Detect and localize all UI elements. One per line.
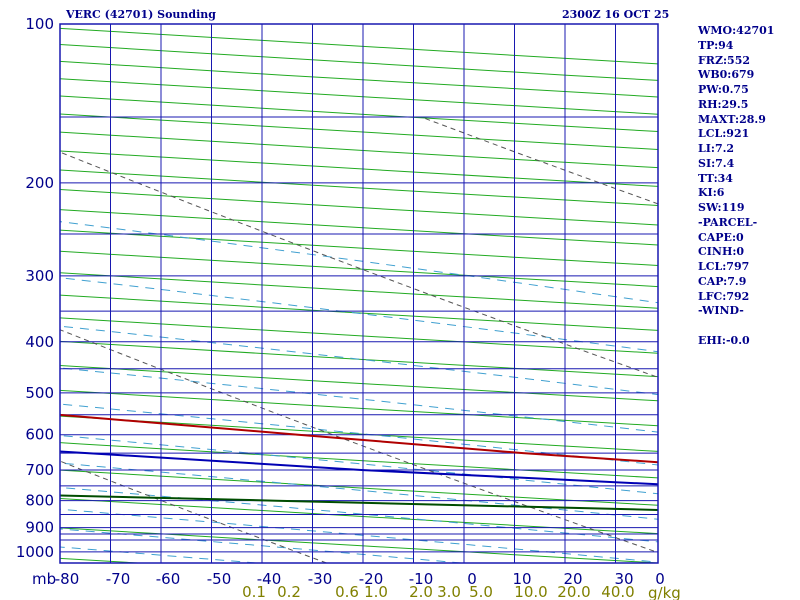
temperature-tick-label: -50 xyxy=(207,570,232,588)
pressure-tick-label: 100 xyxy=(25,15,54,33)
temperature-tick-label: -40 xyxy=(257,570,282,588)
index-item: SI:7.4 xyxy=(698,156,735,170)
index-item: KI:6 xyxy=(698,186,725,200)
pressure-tick-label: 200 xyxy=(25,174,54,192)
mixing-ratio-label: 20.0 xyxy=(557,583,590,600)
temperature-tick-label: 20 xyxy=(563,570,582,588)
temperature-tick-label: -80 xyxy=(55,570,80,588)
mixing-ratio-label: 40.0 xyxy=(601,583,634,600)
pressure-tick-label: 300 xyxy=(25,267,54,285)
index-item: CAPE:0 xyxy=(698,230,744,244)
index-item: RH:29.5 xyxy=(698,97,749,111)
pressure-tick-label: 400 xyxy=(25,333,54,351)
index-item: TP:94 xyxy=(698,38,734,52)
mixing-ratio-label: 0.6 xyxy=(335,583,359,600)
plot-area xyxy=(60,24,658,563)
pressure-unit-label: mb xyxy=(32,570,56,588)
pressure-tick-label: 700 xyxy=(25,461,54,479)
mixing-ratio-label: 10.0 xyxy=(514,583,547,600)
index-item: CAP:7.9 xyxy=(698,274,747,288)
index-item: LCL:797 xyxy=(698,260,750,273)
dry-adiabat-line xyxy=(60,527,658,563)
index-item: -WIND- xyxy=(698,304,744,318)
index-item: PW:0.75 xyxy=(698,83,749,96)
mixing-ratio-label: 2.0 xyxy=(409,583,433,600)
indices-panel: WMO:42701 TP:94 FRZ:552 WB0:679 PW:0.75 RH:29… xyxy=(698,24,798,349)
mixing-ratio-unit: g/kg xyxy=(648,584,681,600)
temperature-tick-label: -20 xyxy=(359,570,384,588)
pressure-tick-label: 600 xyxy=(25,426,54,444)
index-item: LFC:792 xyxy=(698,289,750,303)
chart-datetime: 2300Z 16 OCT 25 xyxy=(562,8,670,21)
temperature-tick-label: -60 xyxy=(156,570,181,588)
temperature-tick-label: -30 xyxy=(308,570,333,588)
chart-title: VERC (42701) Sounding xyxy=(66,8,216,21)
pressure-tick-label: 900 xyxy=(25,519,54,537)
pressure-tick-label: 500 xyxy=(25,384,54,402)
mixing-ratio-label: 0.2 xyxy=(277,583,301,600)
temperature-tick-label: -10 xyxy=(409,570,434,588)
index-item: LI:7.2 xyxy=(698,142,735,155)
dry-adiabat-line xyxy=(60,415,658,452)
temperature-tick-label: 30 xyxy=(614,570,633,588)
index-item: FRZ:552 xyxy=(698,53,751,67)
mixing-ratio-label: 5.0 xyxy=(469,583,493,600)
index-item: WB0:679 xyxy=(698,68,755,82)
index-item: SW:119 xyxy=(698,201,745,214)
dry-adiabat-line xyxy=(60,389,658,427)
index-item: LCL:921 xyxy=(698,127,750,141)
pressure-tick-label: 800 xyxy=(25,492,54,510)
index-item xyxy=(698,319,798,334)
mixing-ratio-label: 3.0 xyxy=(437,583,461,600)
mixing-ratio-label: 1.0 xyxy=(364,583,388,600)
dry-adiabat-line xyxy=(60,272,658,309)
plot-frame xyxy=(59,23,659,564)
dry-adiabat-line xyxy=(60,229,658,267)
temperature-profile xyxy=(60,413,658,464)
dry-adiabat-line xyxy=(60,497,658,535)
index-item: MAXT:28.9 xyxy=(698,112,766,126)
temperature-tick-label: -70 xyxy=(106,570,131,588)
dry-adiabat-line xyxy=(60,557,139,563)
temperature-tick-label: 0 xyxy=(655,570,665,588)
index-item: -PARCEL- xyxy=(698,215,758,229)
dry-adiabat-line xyxy=(60,209,658,246)
temperature-tick-label: 10 xyxy=(512,570,531,588)
index-item: EHI:-0.0 xyxy=(698,333,750,347)
pressure-tick-label: 1000 xyxy=(16,543,54,561)
temperature-tick-label: 0 xyxy=(467,570,477,588)
index-item: WMO:42701 xyxy=(698,24,775,37)
index-item: TT:34 xyxy=(698,171,733,185)
mixing-ratio-label: 0.1 xyxy=(242,583,266,600)
index-item: CINH:0 xyxy=(698,245,745,259)
